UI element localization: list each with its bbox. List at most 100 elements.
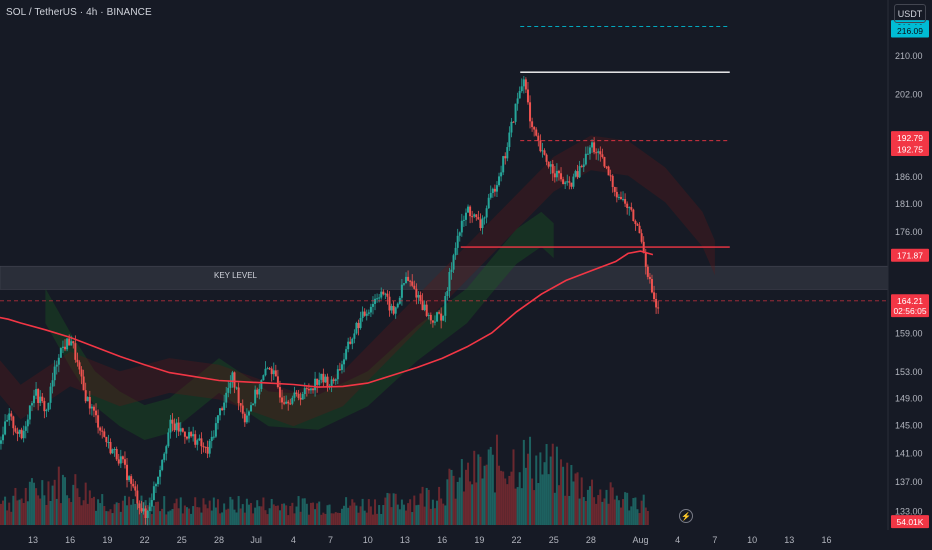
volume-bar <box>206 508 209 525</box>
currency-button[interactable]: USDT <box>894 4 926 23</box>
volume-bar <box>622 499 625 525</box>
volume-bar <box>84 482 87 525</box>
candle-body <box>239 403 242 406</box>
candle-body <box>423 304 426 311</box>
volume-bar <box>380 513 383 525</box>
candle-body <box>252 403 255 406</box>
candle-body <box>440 313 443 321</box>
candle-body <box>644 252 647 267</box>
volume-bar <box>574 473 577 525</box>
volume-bar <box>495 434 498 525</box>
volume-bar <box>487 449 490 525</box>
date-tick-label: 16 <box>65 535 75 545</box>
price-tick-label: 149.00 <box>895 393 923 403</box>
candle-body <box>487 197 490 209</box>
volume-bar <box>179 497 182 525</box>
candle-body <box>99 427 102 431</box>
volume-bar <box>225 509 228 525</box>
volume-bar <box>181 513 184 525</box>
candle-body <box>309 388 312 391</box>
candle-body <box>568 181 571 183</box>
candle-body <box>456 235 459 248</box>
price-badge <box>891 131 929 145</box>
lightning-icon[interactable]: ⚡ <box>679 509 693 523</box>
volume-bar <box>363 510 366 525</box>
candle-body <box>431 320 434 323</box>
candle-body <box>281 397 284 403</box>
volume-bar <box>210 510 213 525</box>
volume-bar <box>460 459 463 525</box>
volume-bar <box>185 507 188 525</box>
date-tick-label: 7 <box>712 535 717 545</box>
volume-bar <box>322 512 325 525</box>
volume-bar <box>520 488 523 525</box>
volume-bar <box>61 474 64 525</box>
candle-body <box>547 161 550 167</box>
volume-bar <box>299 511 302 525</box>
candle-body <box>247 411 250 416</box>
volume-bar <box>462 491 465 525</box>
candle-body <box>624 199 627 204</box>
volume-bar <box>241 504 244 525</box>
candle-body <box>299 397 302 400</box>
candle-body <box>221 408 224 411</box>
volume-bar <box>264 510 267 525</box>
volume-bar <box>101 494 104 525</box>
candle-body <box>386 293 389 297</box>
candle-body <box>533 127 536 130</box>
volume-bar <box>49 500 52 525</box>
candle-body <box>367 312 370 314</box>
candle-body <box>41 396 44 402</box>
volume-bar <box>367 499 370 525</box>
candle-body <box>307 388 310 391</box>
volume-bar <box>109 509 112 525</box>
candle-body <box>464 212 467 220</box>
candle-body <box>357 322 360 329</box>
volume-bar <box>448 468 451 525</box>
volume-bar <box>566 462 569 525</box>
candle-body <box>628 207 631 209</box>
date-tick-label: 13 <box>400 535 410 545</box>
volume-bar <box>39 498 42 525</box>
candle-body <box>376 298 379 300</box>
volume-bar <box>324 513 327 525</box>
volume-bar <box>161 508 164 525</box>
volume-bar <box>524 467 527 525</box>
volume-bar <box>117 502 120 525</box>
candle-body <box>142 508 145 512</box>
volume-bar <box>545 444 548 525</box>
volume-bar <box>613 499 616 525</box>
volume-bar <box>415 505 418 525</box>
candle-body <box>562 179 565 184</box>
volume-bar <box>55 498 58 525</box>
volume-bar <box>522 439 525 525</box>
candle-body <box>163 453 166 460</box>
candle-body <box>330 379 333 387</box>
candle-body <box>491 188 494 193</box>
candle-body <box>584 153 587 165</box>
volume-bar <box>626 492 629 525</box>
volume-bar <box>130 504 133 525</box>
candle-body <box>88 397 91 409</box>
candle-body <box>535 129 538 136</box>
volume-bar <box>355 505 358 525</box>
volume-bar <box>371 514 374 525</box>
key-level-label: KEY LEVEL <box>214 271 258 280</box>
candle-body <box>495 185 498 192</box>
candle-body <box>301 394 304 400</box>
volume-bar <box>365 512 368 525</box>
volume-bar <box>340 508 343 525</box>
volume-bar <box>438 486 441 525</box>
candle-body <box>471 216 474 218</box>
volume-bar <box>336 512 339 525</box>
candle-body <box>593 142 596 153</box>
volume-bar <box>22 502 25 525</box>
candle-body <box>462 219 465 221</box>
candle-body <box>208 440 211 454</box>
volume-bar <box>419 493 422 525</box>
volume-bar <box>283 503 286 525</box>
candle-body <box>388 296 391 311</box>
volume-bar <box>64 477 67 525</box>
